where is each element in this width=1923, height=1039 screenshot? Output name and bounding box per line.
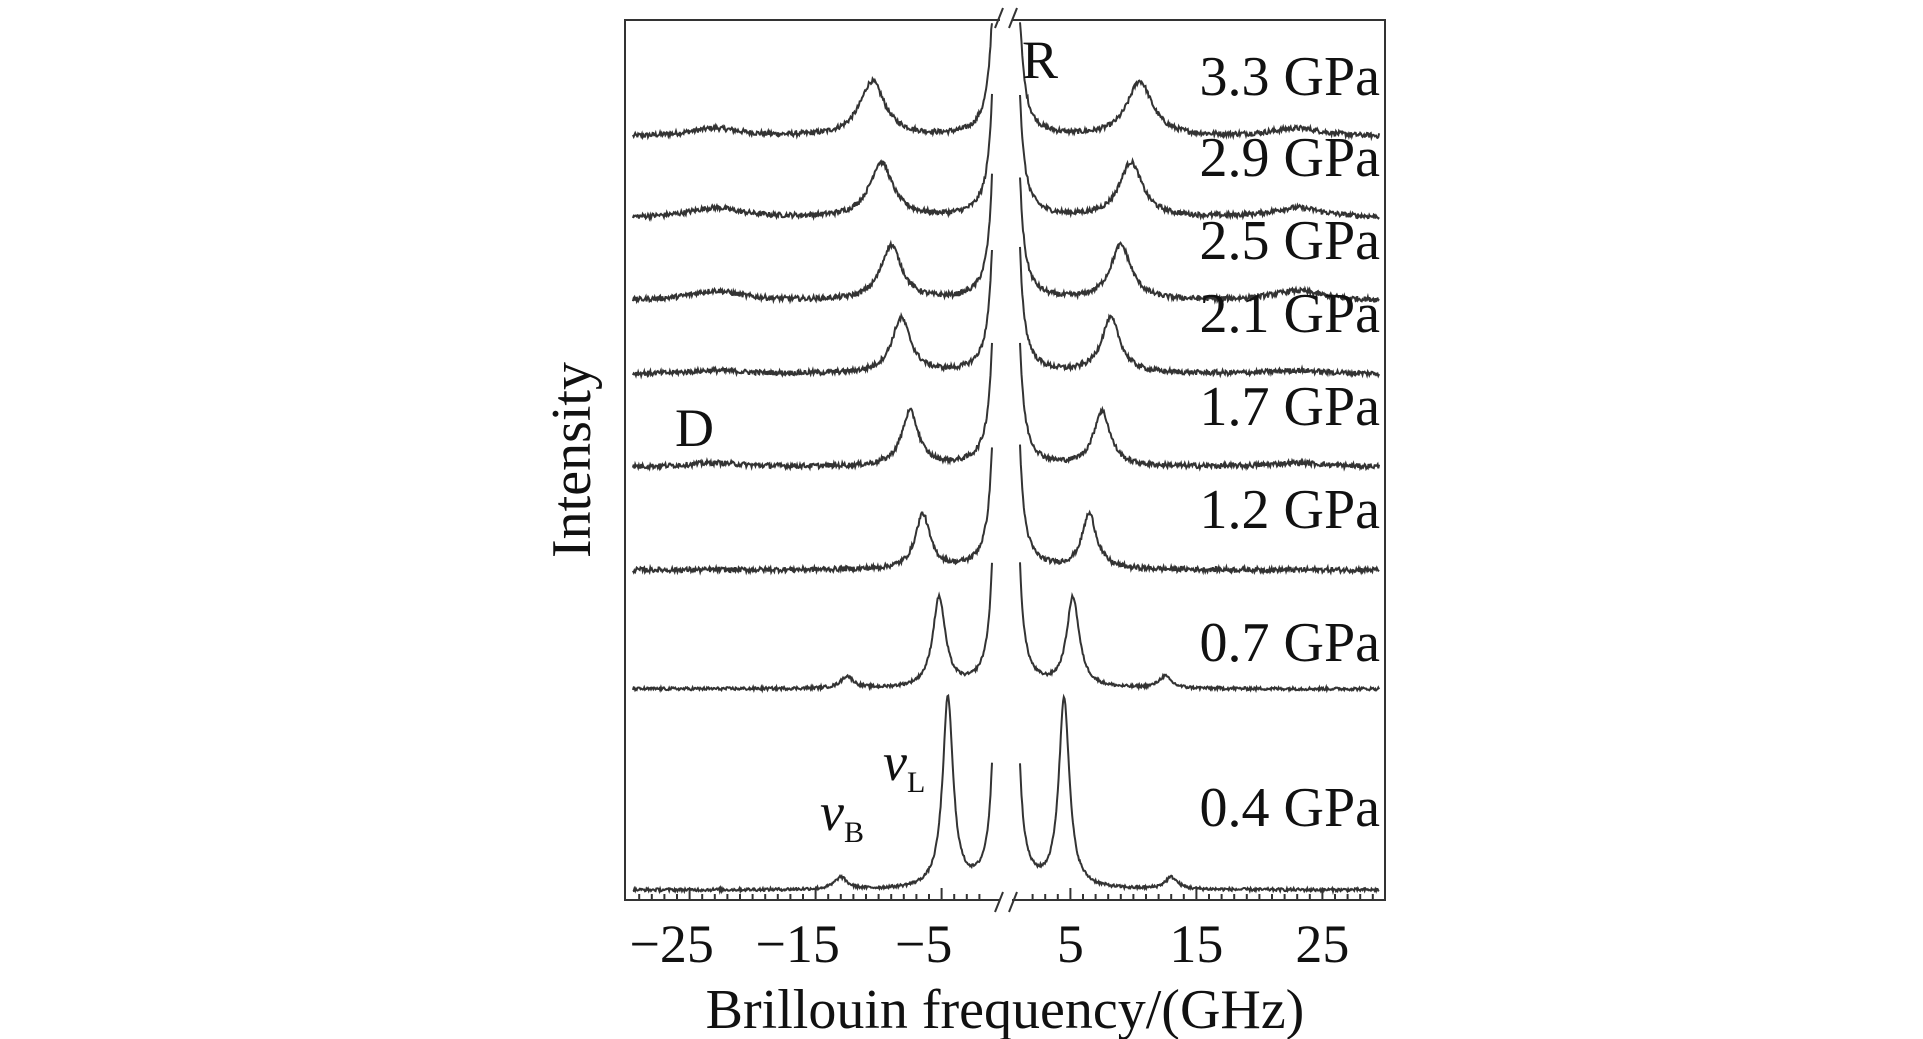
spectrum-line — [1019, 246, 1381, 379]
spectrum-line — [1019, 94, 1380, 221]
x-tick-label: 25 — [1295, 914, 1349, 974]
annotation-rayleigh: R — [1022, 30, 1058, 90]
axis-break-mark-top-right — [1008, 7, 1018, 29]
axis-break-mark-top-left — [994, 7, 1004, 29]
y-axis-label: Intensity — [541, 362, 603, 558]
annotation-nu-l: νL — [883, 732, 925, 799]
pressure-label: 3.3 GPa — [1200, 46, 1381, 108]
spectrum-line — [631, 23, 993, 141]
pressure-label: 2.9 GPa — [1200, 127, 1381, 189]
x-tick-label: −25 — [629, 914, 713, 974]
pressure-label: 1.7 GPa — [1200, 376, 1381, 438]
nu-b-symbol: ν — [820, 782, 844, 842]
spectrum-line — [631, 249, 993, 380]
spectrum-line — [632, 447, 993, 576]
spectrum-line — [1019, 693, 1380, 896]
x-ticks — [638, 888, 1374, 900]
spectrum-line — [631, 562, 993, 694]
pressure-label: 2.1 GPa — [1200, 283, 1381, 345]
spectrum-line — [1019, 342, 1381, 472]
axis-break-gap — [1000, 8, 1012, 912]
spectrum-line — [1019, 444, 1380, 576]
x-tick-label: −15 — [755, 914, 839, 974]
x-tick-label: 15 — [1169, 914, 1223, 974]
annotation-d-peak: D — [675, 398, 714, 458]
spectrum-line — [1019, 562, 1380, 694]
pressure-labels: 3.3 GPa 2.9 GPa 2.5 GPa 2.1 GPa 1.7 GPa 1.2 G… — [1200, 46, 1381, 839]
nu-l-subscript: L — [907, 766, 925, 799]
axis-break-mark-bottom-right — [1008, 891, 1018, 913]
spectrum-line — [1019, 177, 1380, 305]
x-tick-labels: −25 −15 −5 5 15 25 — [629, 914, 1349, 974]
x-tick-label: 5 — [1057, 914, 1084, 974]
pressure-label: 2.5 GPa — [1200, 210, 1381, 272]
spectrum-line — [631, 93, 993, 223]
nu-b-subscript: B — [844, 816, 864, 849]
spectrum-line — [631, 173, 993, 305]
pressure-label: 0.7 GPa — [1200, 612, 1381, 674]
spectra — [631, 22, 1381, 896]
spectrum-line — [1019, 22, 1381, 142]
x-axis-label: Brillouin frequency/(GHz) — [706, 979, 1305, 1039]
spectrum-line — [631, 342, 993, 472]
x-tick-label: −5 — [895, 914, 952, 974]
pressure-label: 1.2 GPa — [1200, 479, 1381, 541]
nu-l-symbol: ν — [883, 732, 907, 792]
axis-break-mark-bottom-left — [994, 891, 1004, 913]
annotation-nu-b: νB — [820, 782, 864, 849]
pressure-label: 0.4 GPa — [1200, 777, 1381, 839]
spectrum-line — [632, 693, 993, 895]
